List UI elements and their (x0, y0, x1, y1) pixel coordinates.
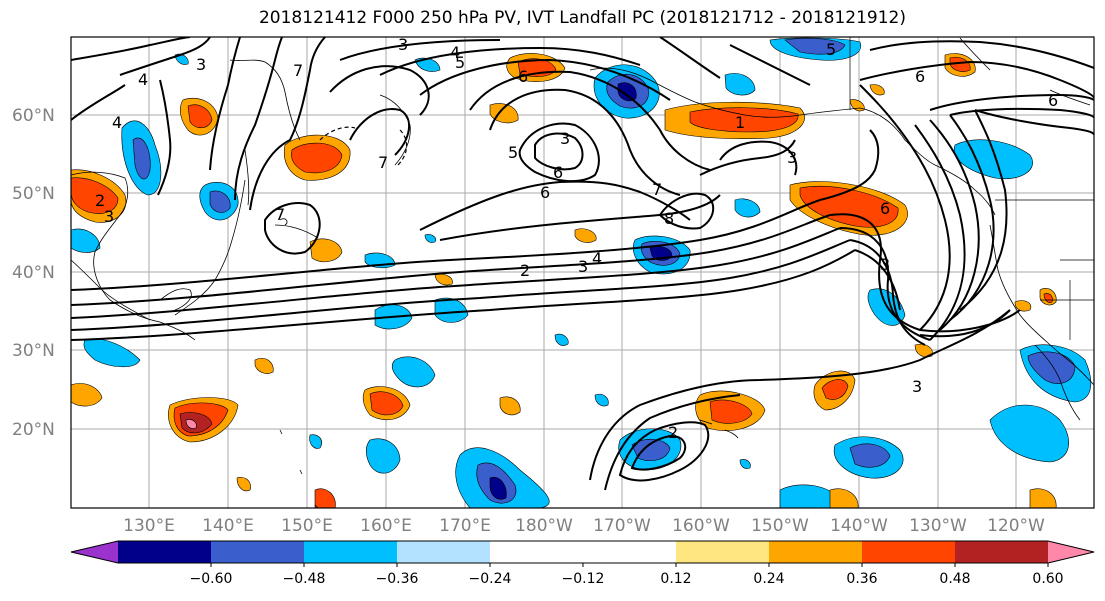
colorbar-segment (583, 541, 677, 563)
contour-label: 6 (540, 183, 550, 202)
lon-label: 130°W (909, 516, 967, 536)
colorbar-segment (676, 541, 770, 563)
lon-label: 180°W (515, 516, 573, 536)
islands (279, 218, 739, 508)
colorbar-segment (490, 541, 584, 563)
colorbar-segment (862, 541, 956, 563)
colorbar-segment (955, 541, 1049, 563)
colorbar-segment (397, 541, 491, 563)
contour-label: 8 (664, 209, 674, 228)
colorbar-tick-label: −0.24 (469, 571, 512, 587)
thin-contours (319, 126, 408, 166)
contour-label: 7 (378, 153, 388, 172)
colorbar-outline (70, 540, 1095, 564)
lon-label: 140°W (830, 516, 888, 536)
contour-label: 1 (735, 113, 745, 132)
colorbar-segment (118, 541, 212, 563)
colorbar-tick-label: −0.48 (283, 571, 326, 587)
colorbar-tick-label: −0.60 (190, 571, 233, 587)
coastlines (71, 37, 1094, 508)
lon-label: 160°E (360, 516, 412, 536)
contour-label: 4 (138, 70, 148, 89)
contour-label: 3 (912, 377, 922, 396)
contour-label: 7 (652, 180, 662, 199)
lat-label-40n: 40°N (12, 263, 55, 283)
contour-label: 3 (560, 129, 570, 148)
lon-label: 120°W (987, 516, 1045, 536)
lon-label: 170°E (439, 516, 491, 536)
lon-label: 150°W (751, 516, 809, 536)
colorbar-tick-label: 0.60 (1032, 571, 1063, 587)
lon-label: 140°E (202, 516, 254, 536)
colorbar-segment (211, 541, 305, 563)
contour-label: 3 (578, 257, 588, 276)
contour-label: 5 (826, 40, 836, 59)
lat-label-20n: 20°N (12, 420, 55, 440)
lat-label-50n: 50°N (12, 184, 55, 204)
colorbar-tick-label: 0.24 (753, 571, 784, 587)
contour-label: 4 (592, 249, 602, 268)
contour-label: 5 (508, 143, 518, 162)
latitude-labels: 60°N 50°N 40°N 30°N 20°N (12, 106, 55, 440)
colorbar-extend-right (1048, 541, 1094, 563)
contour-label: 2 (520, 261, 530, 280)
contour-label: 3 (880, 255, 890, 274)
map-title: 2018121412 F000 250 hPa PV, IVT Landfall… (258, 8, 906, 28)
colorbar-segment (769, 541, 863, 563)
colorbar: −0.60 −0.48 −0.36 −0.24 −0.12 0.12 0.24 0.36 0.4… (70, 540, 1095, 587)
lon-label: 160°W (672, 516, 730, 536)
gridlines (71, 37, 1094, 508)
colorbar-extend-left (71, 541, 118, 563)
colorbar-tick-label: 0.12 (660, 571, 691, 587)
contour-label: 4 (112, 113, 122, 132)
pv-shading (71, 37, 1092, 508)
colorbar-tick-label: 0.36 (846, 571, 877, 587)
contour-label: 4 (450, 43, 460, 62)
contour-label: 2 (668, 423, 678, 442)
contour-label: 5 (455, 53, 465, 72)
contour-label: 6 (915, 67, 925, 86)
contour-label: 6 (880, 199, 890, 218)
contour-label: 6 (553, 163, 563, 182)
contour-label: 3 (104, 207, 114, 226)
contour-label: 6 (518, 67, 528, 86)
contour-label: 7 (293, 61, 303, 80)
longitude-labels: 130°E 140°E 150°E 160°E 170°E 180°W 170°… (123, 516, 1045, 536)
lon-label: 130°E (123, 516, 175, 536)
map-frame (70, 36, 1095, 509)
contour-label: 7 (275, 205, 285, 224)
lat-label-30n: 30°N (12, 341, 55, 361)
contour-label: 3 (196, 55, 206, 74)
colorbar-tick-label: −0.12 (562, 571, 605, 587)
contour-label: 3 (398, 35, 408, 54)
contour-labels: 4 3 4 5 6 4 3 5 6 6 5 6 6 2 3 7 2 3 4 7 … (95, 35, 1058, 442)
lat-label-60n: 60°N (12, 106, 55, 126)
ivt-contours (71, 37, 1094, 491)
contour-label: 3 (787, 148, 797, 167)
lon-label: 150°E (281, 516, 333, 536)
contour-label: 2 (95, 191, 105, 210)
colorbar-tick-label: 0.48 (939, 571, 970, 587)
lon-label: 170°W (593, 516, 651, 536)
colorbar-tick-label: −0.36 (376, 571, 419, 587)
political-borders (849, 37, 1094, 340)
colorbar-segment (304, 541, 398, 563)
contour-label: 6 (1048, 91, 1058, 110)
